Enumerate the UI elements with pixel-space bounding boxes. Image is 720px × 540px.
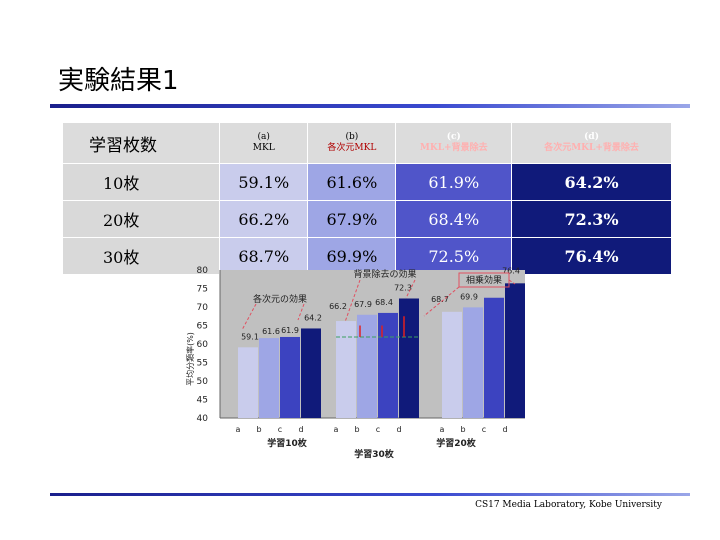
data-label: 64.2 bbox=[304, 313, 322, 322]
table-cell: 66.2% bbox=[219, 200, 309, 238]
y-tick-label: 50 bbox=[197, 377, 209, 387]
y-tick-label: 80 bbox=[197, 266, 209, 276]
y-tick-label: 40 bbox=[197, 414, 209, 424]
y-tick-label: 70 bbox=[197, 303, 209, 313]
table-cell: 67.9% bbox=[307, 200, 397, 238]
x-tick-label: d bbox=[298, 425, 303, 434]
data-label: 59.1 bbox=[241, 332, 259, 341]
table-cell: 59.1% bbox=[219, 163, 309, 201]
col-header-b-id: (b) bbox=[345, 132, 359, 142]
title-divider bbox=[50, 104, 690, 108]
annotation-leader bbox=[344, 279, 361, 323]
slide-title: 実験結果1 bbox=[58, 66, 179, 96]
annotation-leader bbox=[297, 303, 305, 321]
data-label: 61.9 bbox=[281, 326, 299, 335]
table-cell: 61.9% bbox=[395, 163, 513, 201]
row-label: 10枚 bbox=[61, 163, 221, 201]
x-tick-label: c bbox=[376, 425, 380, 434]
table-cell: 64.2% bbox=[511, 163, 672, 201]
data-label: 76.4 bbox=[502, 266, 520, 275]
col-header-b: (b) 各次元MKL bbox=[307, 122, 397, 164]
col-header-a-id: (a) bbox=[257, 132, 270, 142]
x-tick-label: b bbox=[460, 425, 465, 434]
bar bbox=[336, 321, 356, 418]
col-header-a: (a) MKL bbox=[219, 122, 309, 164]
annotation-label: 各次元の効果 bbox=[253, 293, 307, 305]
table-cell: 76.4% bbox=[511, 237, 672, 275]
y-tick-label: 75 bbox=[197, 285, 208, 295]
table-cell: 72.5% bbox=[395, 237, 513, 275]
table-cell: 72.3% bbox=[511, 200, 672, 238]
row-label: 20枚 bbox=[61, 200, 221, 238]
x-tick-label: a bbox=[236, 425, 241, 434]
y-tick-label: 55 bbox=[197, 359, 208, 369]
col-header-c: (c) MKL+背景除去 bbox=[395, 122, 513, 164]
bar bbox=[484, 297, 504, 418]
bar bbox=[399, 298, 419, 418]
annotation-label: 相乗効果 bbox=[466, 274, 502, 286]
table-row: 20枚 66.2% 67.9% 68.4% 72.3% bbox=[61, 200, 672, 238]
data-label: 72.3 bbox=[394, 283, 412, 292]
table-row: 10枚 59.1% 61.6% 61.9% 64.2% bbox=[61, 163, 672, 201]
data-label: 68.4 bbox=[375, 298, 393, 307]
x-tick-label: c bbox=[482, 425, 486, 434]
data-label: 61.6 bbox=[262, 327, 280, 336]
x-tick-label: c bbox=[278, 425, 282, 434]
table-row: 30枚 68.7% 69.9% 72.5% 76.4% bbox=[61, 237, 672, 275]
table-cell: 61.6% bbox=[307, 163, 397, 201]
data-label: 66.2 bbox=[329, 302, 347, 311]
bar bbox=[463, 307, 483, 418]
y-axis-title: 平均分類率(%) bbox=[185, 332, 195, 386]
x-tick-label: a bbox=[440, 425, 445, 434]
x-tick-label: d bbox=[502, 425, 507, 434]
group-label: 学習20枚 bbox=[436, 437, 477, 449]
footer-credit: CS17 Media Laboratory, Kobe University bbox=[475, 500, 662, 510]
bar-chart: 40 45 50 55 60 65 70 75 80 平均分類率(%) 59.1 a 61.6 b 61.9… bbox=[185, 266, 525, 460]
col-header-b-label: 各次元MKL bbox=[327, 143, 377, 153]
bar bbox=[505, 283, 525, 418]
x-tick-label: b bbox=[354, 425, 359, 434]
col-header-c-id: (c) bbox=[446, 132, 461, 142]
corner-label: 学習枚数 bbox=[61, 122, 221, 164]
footer-divider bbox=[50, 493, 690, 496]
group-label: 学習10枚 bbox=[267, 437, 308, 449]
bar bbox=[442, 311, 462, 418]
bar bbox=[301, 328, 321, 418]
col-header-a-label: MKL bbox=[252, 143, 275, 153]
col-header-d-id: (d) bbox=[584, 132, 599, 142]
x-tick-label: a bbox=[334, 425, 339, 434]
group-label: 学習30枚 bbox=[354, 448, 395, 460]
annotation-leader bbox=[423, 286, 460, 317]
annotation-label: 背景除去の効果 bbox=[353, 268, 416, 280]
y-tick-label: 45 bbox=[197, 396, 208, 406]
annotation-leader bbox=[405, 279, 416, 299]
bar bbox=[280, 336, 300, 418]
bar bbox=[357, 314, 377, 418]
col-header-d-label: 各次元MKL+背景除去 bbox=[544, 143, 639, 153]
data-label: 69.9 bbox=[460, 292, 478, 301]
bar bbox=[238, 347, 258, 418]
col-header-d: (d) 各次元MKL+背景除去 bbox=[511, 122, 672, 164]
table-header-row: 学習枚数 (a) MKL (b) 各次元MKL (c) MKL+背景除去 (d)… bbox=[61, 122, 672, 164]
y-tick-label: 65 bbox=[197, 322, 208, 332]
y-tick-label: 60 bbox=[197, 340, 209, 350]
bar bbox=[378, 312, 398, 418]
data-label: 67.9 bbox=[354, 300, 372, 309]
results-table: 学習枚数 (a) MKL (b) 各次元MKL (c) MKL+背景除去 (d)… bbox=[61, 122, 672, 275]
x-tick-label: d bbox=[396, 425, 401, 434]
x-tick-label: b bbox=[256, 425, 261, 434]
table-cell: 68.4% bbox=[395, 200, 513, 238]
data-label: 68.7 bbox=[431, 295, 449, 304]
row-label: 30枚 bbox=[61, 237, 221, 275]
col-header-c-label: MKL+背景除去 bbox=[419, 143, 488, 153]
annotation-leader bbox=[508, 279, 516, 285]
bar bbox=[259, 338, 279, 418]
